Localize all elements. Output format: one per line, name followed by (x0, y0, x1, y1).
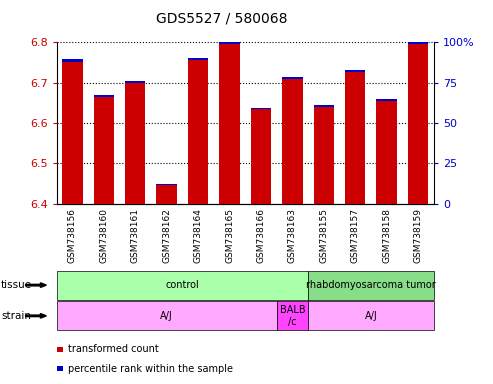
Bar (62, 59, 83, 63)
Text: strain: strain (1, 311, 31, 321)
Text: A/J: A/J (365, 311, 377, 321)
Text: percentile rank within the sample: percentile rank within the sample (68, 364, 233, 374)
Bar (345, 71, 365, 73)
Bar (251, 108, 271, 109)
Bar (408, 41, 428, 44)
Bar (156, 185, 177, 204)
Bar (125, 81, 145, 83)
Text: BALB
/c: BALB /c (280, 305, 305, 327)
Bar (314, 107, 334, 204)
Bar (314, 105, 334, 107)
Bar (377, 99, 397, 101)
Bar (94, 97, 114, 204)
Text: control: control (166, 280, 199, 290)
Bar (94, 96, 114, 97)
Bar (188, 60, 209, 204)
Bar (282, 79, 303, 204)
Bar (156, 184, 177, 185)
Text: rhabdomyosarcoma tumor: rhabdomyosarcoma tumor (306, 280, 436, 290)
Text: transformed count: transformed count (68, 344, 159, 354)
Bar (62, 63, 83, 204)
Bar (408, 44, 428, 204)
Bar (188, 58, 209, 60)
Bar (377, 101, 397, 204)
Bar (125, 83, 145, 204)
Text: tissue: tissue (1, 280, 32, 290)
Bar (219, 41, 240, 44)
Bar (219, 44, 240, 204)
Bar (345, 73, 365, 204)
Text: A/J: A/J (160, 311, 173, 321)
Text: GDS5527 / 580068: GDS5527 / 580068 (156, 12, 287, 25)
Bar (282, 76, 303, 79)
Bar (251, 109, 271, 204)
